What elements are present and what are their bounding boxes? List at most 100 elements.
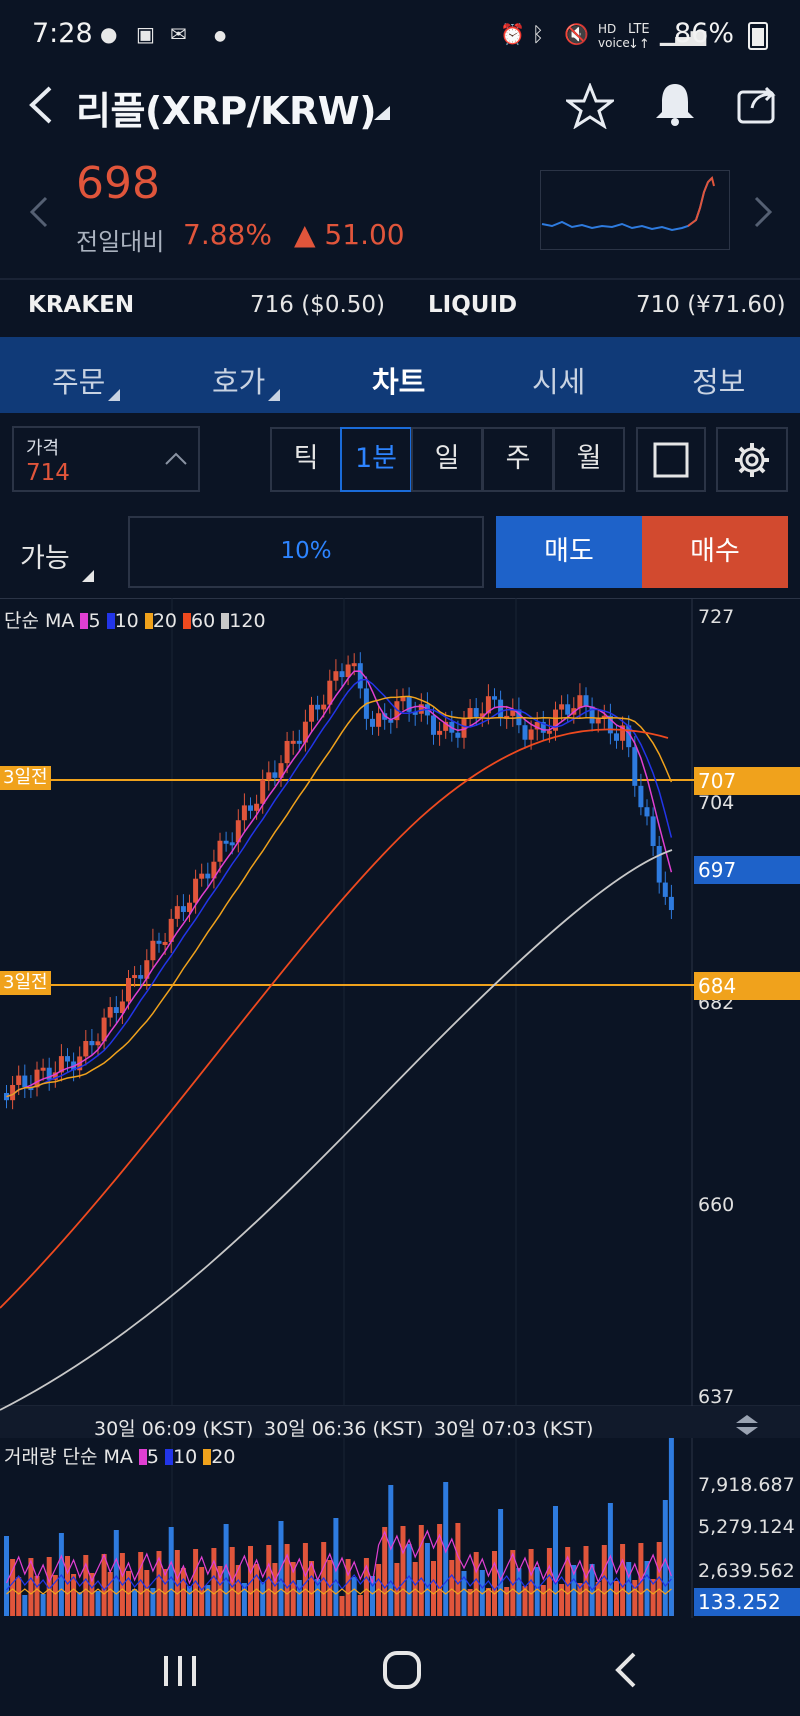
next-coin-icon[interactable] (752, 196, 774, 228)
ma20-label: 20 (152, 610, 177, 632)
divider (0, 278, 800, 280)
volume-bar (296, 1580, 302, 1616)
back-icon[interactable] (24, 84, 56, 126)
candle (126, 977, 131, 1002)
volume-bar (516, 1568, 522, 1616)
favorite-star-icon[interactable] (566, 83, 614, 129)
candle (345, 664, 351, 678)
volume-bar (376, 1564, 382, 1616)
bluetooth-icon: ᛒ (532, 22, 544, 46)
title-dropdown-icon[interactable] (374, 106, 390, 120)
volume-bar (461, 1571, 467, 1616)
buy-button[interactable]: 매수 (642, 516, 788, 588)
volume-bar (351, 1577, 357, 1616)
candle (485, 696, 491, 714)
fullscreen-button[interactable] (636, 427, 706, 492)
volume-bar (455, 1523, 461, 1616)
candle (290, 740, 296, 744)
volume-bar (485, 1588, 491, 1616)
candle (302, 721, 308, 743)
order-mode-label[interactable]: 가능 (20, 543, 70, 574)
prev-coin-icon[interactable] (28, 196, 50, 228)
volume-bar (284, 1544, 290, 1616)
price-selector-value: 714 (26, 460, 70, 486)
tab-info[interactable]: 정보 (692, 365, 746, 399)
tab-order[interactable]: 주문 (52, 365, 106, 399)
candle (443, 721, 449, 731)
volume-bar (168, 1527, 174, 1616)
candle (333, 671, 339, 681)
x-tick-label: 30일 06:09 (KST) (94, 1418, 254, 1440)
home-icon[interactable] (382, 1650, 422, 1690)
candle (40, 1067, 46, 1071)
tab-quotes[interactable]: 시세 (532, 365, 586, 399)
battery-text: 86% (673, 18, 734, 49)
candle (248, 805, 253, 811)
vol-ma20-line (6, 1588, 672, 1595)
vol-ma5-swatch (138, 1449, 147, 1465)
candle (187, 902, 192, 912)
exchange-name-kraken: KRAKEN (28, 292, 135, 318)
price-chart[interactable]: 단순 MA 5 10 20 60 120 727 704 682 660 637… (0, 598, 800, 1618)
candle (601, 715, 607, 719)
share-icon[interactable] (736, 82, 780, 126)
volume-bar (77, 1592, 83, 1616)
change-amount: ▲ 51.00 (294, 218, 405, 251)
period-tick[interactable]: 틱 (270, 427, 342, 492)
candle (150, 940, 156, 961)
volume-bar (382, 1527, 388, 1616)
tab-chart[interactable]: 차트 (372, 365, 426, 399)
period-week[interactable]: 주 (482, 427, 554, 492)
period-1min[interactable]: 1분 (340, 427, 412, 492)
candle (260, 779, 266, 804)
price-selector[interactable]: 가격 714 (12, 426, 200, 492)
volume-bar (113, 1530, 119, 1616)
candle (168, 918, 174, 942)
ma120-label: 120 (229, 610, 266, 632)
x-axis-band (0, 1406, 800, 1438)
tab-orderbook[interactable]: 호가 (212, 365, 266, 399)
volume-bar (418, 1525, 424, 1616)
volume-bar (248, 1546, 253, 1616)
volume-bar (656, 1542, 662, 1616)
nav-back-icon[interactable] (612, 1652, 638, 1688)
candle (235, 820, 241, 843)
candle (595, 718, 601, 724)
sell-button[interactable]: 매도 (496, 516, 642, 588)
vol-ma10-label: 10 (173, 1446, 198, 1468)
page-title[interactable]: 리플(XRP/KRW) (76, 89, 377, 133)
period-day[interactable]: 일 (411, 427, 483, 492)
tab-bar: 주문 호가 차트 시세 정보 (0, 337, 800, 413)
candle (266, 772, 272, 780)
current-price-tag: 697 (694, 856, 800, 884)
tab-order-menu-icon (108, 389, 120, 401)
ref-line-label: 3일전 (0, 766, 51, 790)
talk-icon: ● (100, 22, 118, 46)
vol-ma5-line (5, 1529, 672, 1585)
settings-button[interactable] (716, 427, 788, 492)
resize-handle-icon[interactable] (734, 1414, 760, 1436)
volume-bar (211, 1548, 217, 1616)
order-mode-dropdown-icon[interactable] (82, 570, 94, 582)
candle (534, 721, 540, 730)
volume-bar (223, 1524, 229, 1616)
candle (376, 713, 382, 727)
candle (656, 846, 662, 883)
volume-bar (577, 1583, 583, 1616)
current-price: 698 (76, 158, 160, 209)
gear-icon (735, 443, 769, 477)
volume-bar (540, 1585, 546, 1616)
candle (28, 1087, 34, 1091)
ma10-line (6, 678, 673, 1098)
ma60-swatch (183, 613, 192, 629)
candle (199, 873, 205, 879)
volume-bar (650, 1579, 656, 1616)
ratio-selector[interactable]: 10% (128, 516, 484, 588)
mute-icon: 🔇 (564, 22, 589, 46)
signal-icon: ▁▃▅ (660, 22, 707, 46)
volume-y-tick: 5,279.124 (698, 1516, 795, 1538)
volume-bar (156, 1551, 162, 1616)
period-month[interactable]: 월 (553, 427, 625, 492)
alarm-bell-icon[interactable] (652, 80, 698, 128)
recent-apps-icon[interactable] (162, 1654, 198, 1688)
